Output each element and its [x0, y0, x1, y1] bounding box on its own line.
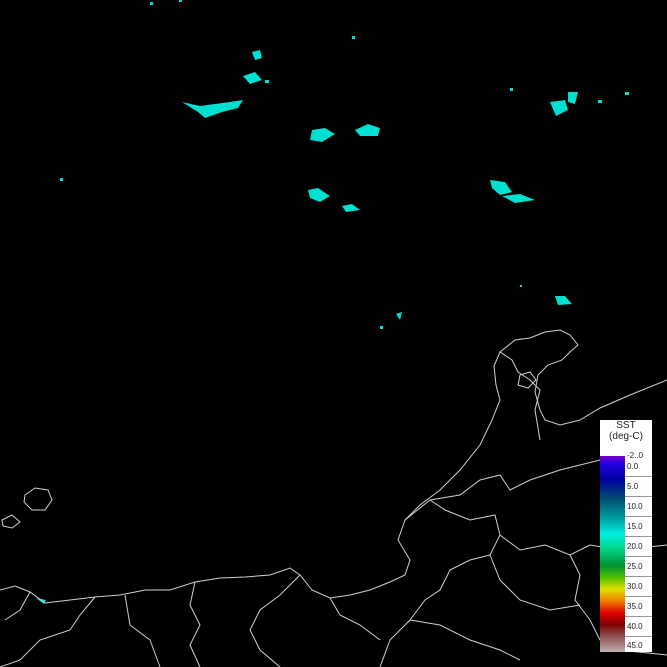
sst-patch [182, 100, 243, 118]
sst-patch [555, 296, 572, 305]
legend-tick [625, 636, 652, 637]
prefecture-border [379, 499, 501, 667]
legend-label: 10.0 [627, 502, 643, 511]
prefecture-border [404, 459, 601, 521]
sst-patch [243, 72, 262, 84]
legend-tick [625, 496, 652, 497]
sst-patch [252, 50, 262, 60]
prefecture-border [124, 594, 161, 667]
toyama-bay-coast [517, 371, 537, 389]
sst-patch [568, 92, 578, 104]
sst-patch [490, 180, 512, 195]
legend-label: 30.0 [627, 582, 643, 591]
legend-label: 20.0 [627, 542, 643, 551]
legend-label: 35.0 [627, 602, 643, 611]
noto-peninsula-coast [0, 351, 541, 604]
legend-label: -2..0 [627, 451, 644, 460]
prefecture-border [489, 554, 581, 611]
prefecture-border [0, 596, 96, 667]
legend-tick [625, 536, 652, 537]
legend-label: 25.0 [627, 562, 643, 571]
prefecture-border [249, 574, 301, 667]
legend-color-bar [600, 456, 625, 652]
legend-tick [625, 576, 652, 577]
legend-tick [625, 616, 652, 617]
legend-label: 0.0 [627, 462, 639, 471]
legend-label: 45.0 [627, 641, 643, 650]
legend-tick [625, 516, 652, 517]
legend-label: 5.0 [627, 482, 639, 491]
legend-unit: (deg-C) [609, 431, 643, 442]
oki-island-small [1, 514, 21, 529]
sst-patch [355, 124, 380, 136]
coastlines [0, 329, 667, 667]
sst-patch [310, 128, 335, 142]
legend-title-text: SST [616, 420, 636, 431]
sst-patch [308, 188, 330, 202]
legend-tick [625, 556, 652, 557]
sst-patch [550, 100, 568, 116]
legend-label: 40.0 [627, 622, 643, 631]
sst-patch [342, 204, 360, 212]
prefecture-border [409, 619, 521, 661]
prefecture-border [4, 591, 31, 621]
sst-patch [396, 312, 402, 320]
legend-tick [625, 476, 652, 477]
legend-label: 15.0 [627, 522, 643, 531]
prefecture-border [189, 581, 201, 667]
sst-legend: SST (deg-C) -2..0 0.0 5.0 10.0 15.0 20.0 … [600, 420, 652, 652]
prefecture-border [329, 597, 381, 641]
legend-tick [625, 596, 652, 597]
oki-island [23, 487, 53, 511]
legend-title: SST (deg-C) [600, 420, 652, 442]
sst-patch [502, 194, 535, 203]
noto-tip-coast [499, 329, 667, 426]
sst-patches [36, 0, 629, 604]
